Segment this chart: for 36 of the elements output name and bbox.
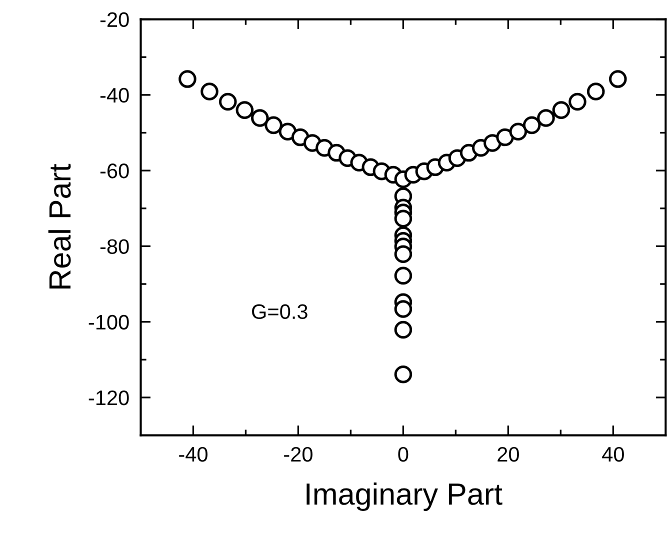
y-tick-label: -60 xyxy=(100,164,129,178)
y-tick-label: -80 xyxy=(100,239,129,254)
y-axis-title: Real Part xyxy=(48,164,71,288)
point xyxy=(264,116,282,134)
point xyxy=(537,109,555,127)
y-tick-label: -100 xyxy=(88,314,129,330)
x-tick-label: 0 xyxy=(398,446,408,462)
point xyxy=(200,82,218,100)
x-tick-label: -20 xyxy=(284,446,312,462)
y-tick-label: -20 xyxy=(100,12,129,28)
point xyxy=(484,134,502,152)
point xyxy=(394,266,412,285)
x-tick-label: 40 xyxy=(602,446,624,462)
x-tick-label: 20 xyxy=(498,446,519,462)
point xyxy=(609,70,627,88)
point xyxy=(394,245,412,264)
point xyxy=(236,101,254,119)
point xyxy=(568,92,586,111)
annotation: G=0.3 xyxy=(252,304,308,320)
point xyxy=(218,92,237,111)
point xyxy=(278,122,297,140)
point xyxy=(178,70,196,88)
point xyxy=(251,109,269,127)
point xyxy=(394,366,412,384)
point xyxy=(394,300,412,318)
x-tick-label: -40 xyxy=(179,446,208,462)
point xyxy=(522,116,541,134)
point xyxy=(509,122,528,140)
point xyxy=(496,128,514,146)
point xyxy=(552,101,570,119)
y-tick-label: -40 xyxy=(100,88,129,103)
point xyxy=(586,82,605,100)
x-axis-title: Imaginary Part xyxy=(306,482,502,511)
point xyxy=(394,210,412,228)
point xyxy=(394,320,412,339)
y-tick-label: -120 xyxy=(88,390,129,406)
